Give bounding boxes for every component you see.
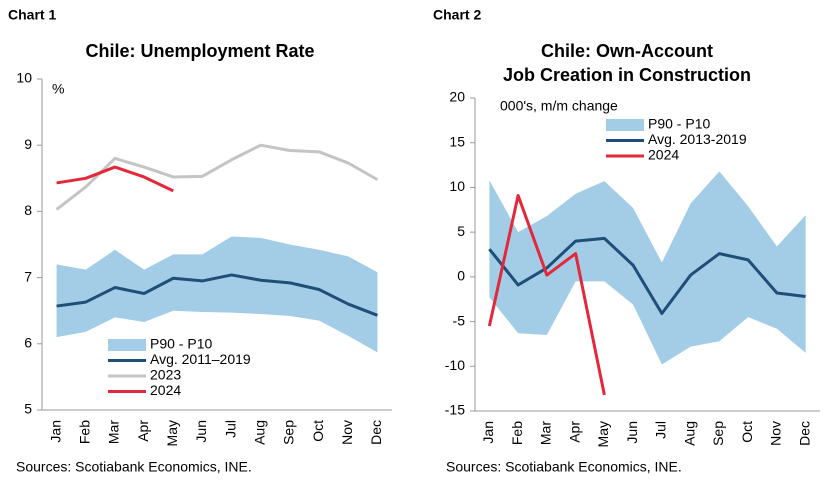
x-tick-label: Nov (768, 421, 784, 446)
x-tick-label: Jan (47, 420, 63, 443)
y-tick-label: -5 (453, 312, 466, 328)
legend-label: 2023 (150, 367, 181, 383)
legend-label: Avg. 2011–2019 (150, 351, 251, 367)
source: Sources: Scotiabank Economics, INE. (446, 459, 682, 475)
x-tick-label: May (595, 421, 611, 447)
legend-label: Avg. 2013-2019 (648, 131, 747, 147)
legend-label: 2024 (648, 147, 679, 163)
x-tick-label: Apr (566, 421, 582, 443)
legend-label: 2024 (150, 382, 181, 398)
chart-title: Chile: Unemployment Rate (85, 41, 314, 61)
x-tick-label: Oct (310, 420, 326, 442)
chart-title: Job Creation in Construction (503, 65, 751, 85)
series-line (488, 236, 806, 316)
y-tick-label: 6 (24, 335, 32, 351)
y-tick-label: 7 (24, 268, 32, 284)
y-tick-label: 8 (24, 202, 32, 218)
x-tick-label: Mar (538, 421, 554, 445)
y-tick-label: 20 (449, 89, 465, 105)
band-area (56, 236, 378, 353)
chart-label: Chart 1 (8, 7, 56, 23)
series-line (56, 165, 174, 193)
x-tick-label: Jan (480, 421, 496, 444)
x-tick-label: Jul (653, 421, 669, 439)
legend-swatch (606, 119, 644, 131)
unit-label: % (52, 81, 64, 97)
series-line (55, 143, 379, 211)
x-tick-label: Feb (76, 420, 92, 444)
x-tick-label: May (164, 420, 180, 446)
y-tick-label: 5 (457, 223, 465, 239)
series-line (56, 273, 378, 317)
x-tick-label: Jul (222, 420, 238, 438)
x-tick-label: Nov (339, 420, 355, 445)
x-tick-label: Apr (135, 420, 151, 442)
legend-swatch (108, 339, 146, 351)
y-tick-label: 0 (457, 268, 465, 284)
chart-label: Chart 2 (433, 7, 481, 23)
chart-title: Chile: Own-Account (541, 41, 713, 61)
x-tick-label: Dec (368, 420, 384, 445)
x-tick-label: Jun (624, 421, 640, 444)
band-area (489, 171, 806, 365)
unit-label: 000's, m/m change (500, 98, 618, 114)
x-tick-label: Feb (509, 421, 525, 445)
legend-label: P90 - P10 (150, 336, 212, 352)
y-tick-label: 15 (449, 133, 465, 149)
y-tick-label: -15 (445, 402, 465, 418)
y-tick-label: 5 (24, 401, 32, 417)
x-tick-label: Sep (710, 421, 726, 446)
y-tick-label: -10 (445, 357, 465, 373)
y-tick-label: 10 (449, 178, 465, 194)
series-line (487, 193, 606, 396)
x-tick-label: Dec (796, 421, 812, 446)
x-tick-label: Mar (106, 420, 122, 444)
legend-label: P90 - P10 (648, 116, 710, 132)
y-tick-label: 10 (16, 70, 32, 86)
x-tick-label: Oct (739, 421, 755, 443)
x-tick-label: Aug (251, 420, 267, 445)
y-tick-label: 9 (24, 136, 32, 152)
source: Sources: Scotiabank Economics, INE. (16, 459, 252, 475)
x-tick-label: Sep (281, 420, 297, 445)
x-tick-label: Jun (193, 420, 209, 443)
x-tick-label: Aug (681, 421, 697, 446)
